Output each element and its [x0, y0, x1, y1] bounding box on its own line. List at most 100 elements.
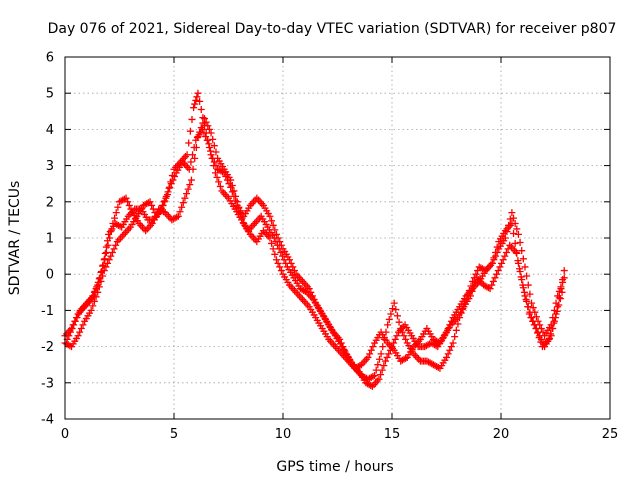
- data-point: [534, 329, 542, 337]
- data-point: [290, 267, 298, 275]
- data-point: [91, 287, 99, 295]
- data-point: [510, 214, 518, 222]
- data-point: [339, 343, 347, 351]
- data-point: [447, 317, 455, 325]
- data-point: [527, 314, 535, 322]
- data-point: [171, 172, 179, 180]
- data-point: [367, 382, 375, 390]
- data-point: [79, 321, 87, 329]
- data-point: [374, 361, 382, 369]
- data-point: [391, 335, 399, 343]
- data-point: [385, 350, 393, 358]
- data-point: [393, 332, 401, 340]
- data-point: [66, 328, 74, 336]
- data-point: [71, 317, 79, 325]
- data-point: [486, 285, 494, 293]
- data-point: [186, 127, 194, 135]
- data-point: [184, 185, 192, 193]
- data-point: [518, 247, 526, 255]
- data-point: [108, 248, 116, 256]
- data-point: [449, 339, 457, 347]
- data-point: [514, 230, 522, 238]
- data-point: [493, 248, 501, 256]
- data-point: [110, 245, 118, 253]
- y-tick-label: -4: [41, 413, 54, 428]
- data-point: [444, 325, 452, 332]
- data-point: [151, 212, 159, 220]
- data-point: [101, 255, 109, 263]
- data-point: [502, 248, 510, 256]
- data-point: [498, 259, 506, 267]
- data-point: [276, 263, 284, 271]
- data-point: [521, 263, 529, 271]
- data-point: [192, 144, 200, 151]
- data-point: [125, 201, 133, 209]
- data-point: [148, 201, 156, 209]
- data-point: [554, 292, 562, 300]
- data-point: [65, 332, 73, 340]
- data-point: [68, 325, 76, 332]
- x-tick-label: 10: [275, 427, 292, 442]
- data-point: [513, 225, 521, 233]
- data-point: [496, 263, 504, 271]
- data-point: [205, 125, 213, 133]
- data-point: [210, 162, 218, 170]
- data-point: [380, 362, 388, 370]
- data-point: [199, 119, 207, 127]
- data-point: [191, 100, 199, 108]
- data-point: [519, 255, 527, 263]
- data-point: [179, 199, 187, 207]
- data-point: [372, 366, 380, 374]
- data-layer: [61, 89, 568, 390]
- data-point: [178, 203, 186, 211]
- y-tick-label: 5: [46, 87, 54, 102]
- data-point: [336, 335, 344, 343]
- series-track-c: [63, 115, 568, 372]
- data-point: [526, 290, 534, 298]
- data-point: [510, 229, 518, 237]
- data-point: [385, 315, 393, 323]
- data-point: [238, 214, 246, 222]
- data-point: [400, 332, 408, 340]
- data-point: [150, 216, 158, 224]
- data-point: [202, 133, 210, 141]
- data-point: [512, 248, 520, 256]
- data-point: [89, 302, 97, 310]
- data-point: [506, 215, 514, 223]
- data-point: [268, 239, 276, 247]
- data-point: [272, 256, 280, 264]
- data-point: [524, 281, 532, 289]
- data-point: [277, 248, 285, 256]
- data-point: [271, 250, 279, 258]
- data-point: [522, 296, 530, 304]
- data-point: [375, 375, 383, 383]
- data-point: [516, 265, 524, 273]
- data-point: [105, 256, 113, 264]
- data-point: [377, 350, 385, 358]
- data-point: [501, 252, 509, 260]
- data-point: [366, 350, 374, 358]
- data-point: [492, 252, 500, 260]
- data-point: [87, 306, 95, 314]
- data-point: [191, 154, 199, 162]
- data-point: [185, 139, 193, 147]
- data-point: [228, 188, 236, 196]
- data-point: [390, 339, 398, 347]
- data-point: [532, 313, 540, 321]
- data-point: [381, 357, 389, 365]
- data-point: [266, 234, 274, 242]
- data-point: [107, 252, 115, 260]
- data-point: [176, 208, 184, 216]
- data-point: [166, 183, 174, 191]
- data-point: [493, 270, 501, 278]
- data-point: [494, 267, 502, 275]
- data-point: [268, 217, 276, 225]
- data-point: [367, 346, 375, 354]
- data-point: [447, 343, 455, 351]
- data-point: [93, 283, 101, 291]
- data-point: [124, 198, 132, 206]
- data-point: [274, 259, 282, 267]
- data-point: [280, 256, 288, 264]
